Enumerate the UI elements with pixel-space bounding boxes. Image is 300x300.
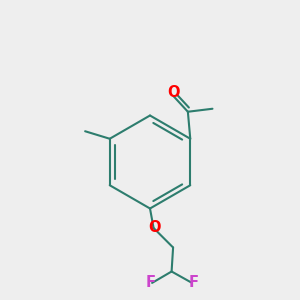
Text: O: O <box>148 220 161 236</box>
Text: O: O <box>167 85 180 100</box>
Text: F: F <box>146 275 156 290</box>
Text: F: F <box>188 275 198 290</box>
